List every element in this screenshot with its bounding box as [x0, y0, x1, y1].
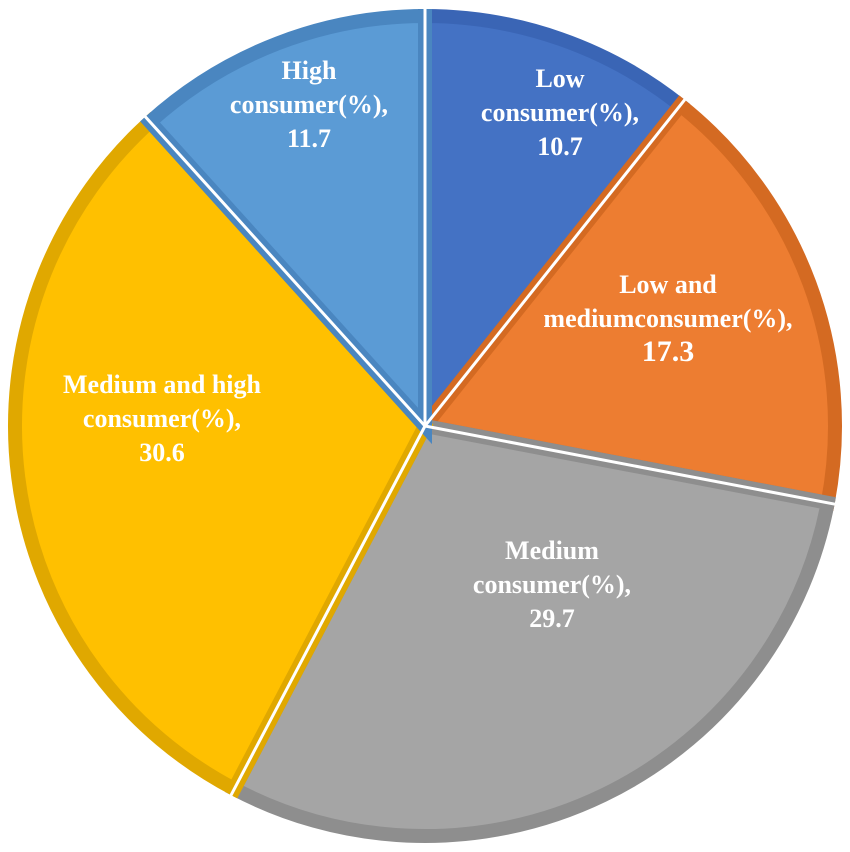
- slice-value-label: 30.6: [139, 438, 185, 467]
- slice-name-label: Medium and high: [63, 370, 261, 399]
- slice-value-label: 10.7: [537, 132, 583, 161]
- pie-slice: [412, 95, 842, 512]
- slice-separator: [229, 425, 427, 797]
- slice-name-label: mediumconsumer(%),: [543, 304, 792, 333]
- pie-slice: [418, 8, 691, 447]
- slice-name-label: consumer(%),: [230, 90, 388, 119]
- slice-name-label: Low and: [619, 270, 717, 299]
- slice-value-label: 29.7: [529, 604, 575, 633]
- pie-slice: [140, 8, 432, 445]
- slice-name-label: consumer(%),: [83, 404, 241, 433]
- slice-label: Low and mediumconsumer(%), 17.3: [543, 270, 792, 368]
- slice-name-label: Medium: [505, 536, 599, 565]
- slice-label: Medium consumer(%), 29.7: [473, 536, 631, 633]
- slice-separator: [424, 424, 836, 506]
- pie-slice: [224, 418, 836, 843]
- slice-separator: [143, 114, 427, 428]
- slice-name-label: High: [282, 56, 337, 85]
- slice-value-label: 17.3: [642, 335, 695, 368]
- slice-labels: Low consumer(%), 10.7 Low and mediumconsumer…: [63, 56, 793, 633]
- slice-name-label: consumer(%),: [481, 98, 639, 127]
- pie-slices: [8, 8, 842, 843]
- slice-label: Medium and high consumer(%), 30.6: [63, 370, 261, 467]
- slice-separator: [423, 98, 687, 427]
- slice-label: High consumer(%), 11.7: [230, 56, 388, 153]
- pie-slice: [8, 111, 434, 799]
- slice-value-label: 11.7: [287, 124, 331, 153]
- slice-label: Low consumer(%), 10.7: [481, 64, 639, 161]
- slice-name-label: Low: [535, 64, 584, 93]
- slice-name-label: consumer(%),: [473, 570, 631, 599]
